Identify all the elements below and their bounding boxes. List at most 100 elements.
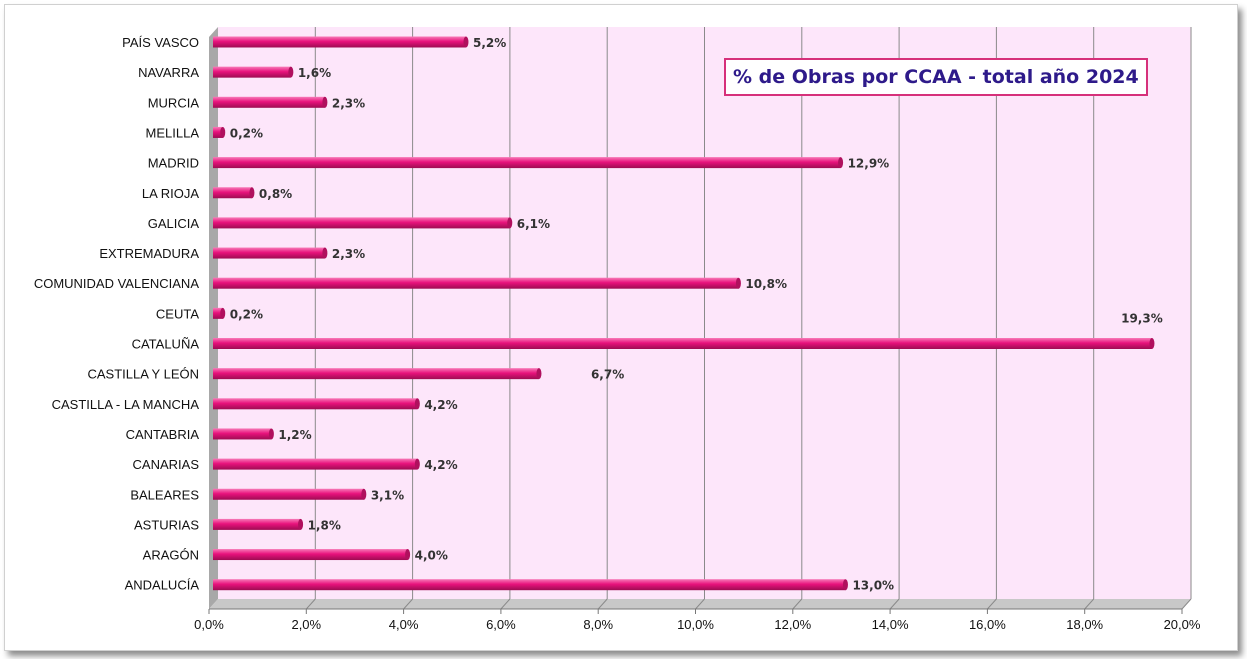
category-label-ceuta: CEUTA (156, 306, 199, 321)
chart-title: % de Obras por CCAA - total año 2024 (724, 58, 1148, 96)
bar-end-cap (322, 247, 328, 259)
bar-body (213, 338, 1152, 349)
bar-body (213, 579, 846, 591)
bar-asturias (213, 518, 304, 530)
category-label-cataluna: CATALUÑA (132, 337, 200, 352)
x-tick-label: 12,0% (774, 617, 811, 632)
bar-body (213, 307, 223, 319)
bar-end-cap (536, 368, 542, 380)
bar-end-cap (1149, 338, 1155, 349)
gridline-floor (305, 598, 316, 610)
bar-madrid (213, 157, 844, 169)
bar-end-cap (220, 126, 226, 138)
category-label-comunidad-valenciana: COMUNIDAD VALENCIANA (34, 276, 200, 291)
x-tick-label: 16,0% (969, 617, 1006, 632)
data-label-andalucia: 13,0% (852, 579, 894, 593)
bar-end-cap (268, 428, 274, 440)
bar-cantabria (213, 428, 274, 440)
bar-la-rioja (213, 187, 255, 199)
x-tick-label: 0,0% (194, 617, 224, 632)
bar-cataluna (213, 338, 1155, 349)
bar-body (213, 488, 364, 500)
bar-end-cap (249, 187, 255, 199)
category-label-madrid: MADRID (148, 156, 199, 171)
bar-body (213, 518, 301, 530)
data-label-navarra: 1,6% (298, 66, 331, 80)
x-tick-label: 18,0% (1066, 617, 1103, 632)
category-label-murcia: MURCIA (148, 95, 200, 110)
data-label-pais-vasco: 5,2% (473, 36, 506, 50)
bar-body (213, 96, 325, 108)
bar-body (213, 217, 510, 229)
x-axis-ticks: 0,0% 2,0% 4,0% 6,0% 8,0% 10,0% 12,0% 14,0% 16,0%… (194, 609, 1201, 632)
category-label-baleares: BALEARES (130, 487, 199, 502)
data-label-la-rioja: 0,8% (259, 187, 292, 201)
bar-ceuta (213, 307, 226, 319)
bar-body (213, 368, 539, 380)
bar-body (213, 187, 252, 199)
data-label-cantabria: 1,2% (278, 428, 311, 442)
x-tick-label: 14,0% (872, 617, 909, 632)
gridline-floor (1181, 598, 1192, 610)
bar-chart: 0,0% 2,0% 4,0% 6,0% 8,0% 10,0% 12,0% 14,0% 16,0%… (34, 27, 1201, 632)
data-label-galicia: 6,1% (517, 217, 550, 231)
chart-frame: 0,0% 2,0% 4,0% 6,0% 8,0% 10,0% 12,0% 14,0% 16,0%… (4, 4, 1238, 651)
bar-castilla-la-mancha (213, 398, 420, 410)
category-label-andalucia: ANDALUCÍA (125, 578, 200, 593)
bar-navarra (213, 66, 294, 78)
x-tick-label: 10,0% (677, 617, 714, 632)
category-label-castilla-y-leon: CASTILLA Y LEÓN (87, 367, 199, 382)
category-label-canarias: CANARIAS (133, 457, 200, 472)
bar-end-cap (735, 277, 741, 289)
data-label-castilla-la-mancha: 4,2% (424, 398, 457, 412)
data-label-cataluna: 19,3% (1121, 312, 1163, 326)
bar-body (213, 36, 466, 48)
bar-end-cap (414, 398, 420, 410)
bar-body (213, 398, 418, 410)
data-label-madrid: 12,9% (848, 157, 890, 171)
gridline-floor (500, 598, 511, 610)
bar-body (213, 66, 291, 78)
category-label-pais-vasco: PAÍS VASCO (122, 35, 199, 50)
x-tick-label: 8,0% (583, 617, 613, 632)
gridline-floor (889, 598, 900, 610)
gridline-floor (987, 598, 997, 610)
category-label-la-rioja: LA RIOJA (142, 186, 199, 201)
data-label-melilla: 0,2% (230, 126, 263, 140)
bar-body (213, 247, 325, 259)
data-label-canarias: 4,2% (424, 458, 457, 472)
data-label-castilla-y-leon: 6,7% (591, 368, 624, 382)
bar-body (213, 458, 418, 470)
category-label-cantabria: CANTABRIA (126, 427, 200, 442)
bar-castilla-y-leon (213, 368, 542, 380)
bar-end-cap (838, 157, 844, 169)
category-label-aragon: ARAGÓN (143, 548, 199, 563)
gridline-floor (597, 598, 608, 610)
bar-end-cap (842, 579, 848, 591)
bar-canarias (213, 458, 420, 470)
bar-end-cap (220, 307, 226, 319)
category-label-castilla-la-mancha: CASTILLA - LA MANCHA (52, 397, 200, 412)
gridline-floor (792, 598, 803, 610)
category-label-melilla: MELILLA (146, 125, 200, 140)
gridline-floor (403, 598, 413, 610)
data-label-baleares: 3,1% (371, 488, 404, 502)
bar-end-cap (463, 36, 469, 48)
x-tick-label: 2,0% (291, 617, 321, 632)
bar-andalucia (213, 579, 848, 591)
data-labels: 13,0% 4,0% 1,8% 3,1% 4,2% 1,2% 4,2% 6,7% 19,3% 0,… (230, 36, 1163, 593)
data-label-comunidad-valenciana: 10,8% (745, 277, 787, 291)
bar-end-cap (322, 96, 328, 108)
category-label-galicia: GALICIA (148, 216, 200, 231)
bar-end-cap (361, 488, 367, 500)
bar-extremadura (213, 247, 328, 259)
bar-body (213, 126, 223, 138)
data-label-aragon: 4,0% (415, 549, 448, 563)
bar-aragon (213, 549, 411, 561)
bar-galicia (213, 217, 513, 229)
data-label-murcia: 2,3% (332, 96, 365, 110)
bar-end-cap (405, 549, 411, 561)
category-label-extremadura: EXTREMADURA (99, 246, 199, 261)
bar-end-cap (507, 217, 513, 229)
bar-comunidad-valenciana (213, 277, 741, 289)
